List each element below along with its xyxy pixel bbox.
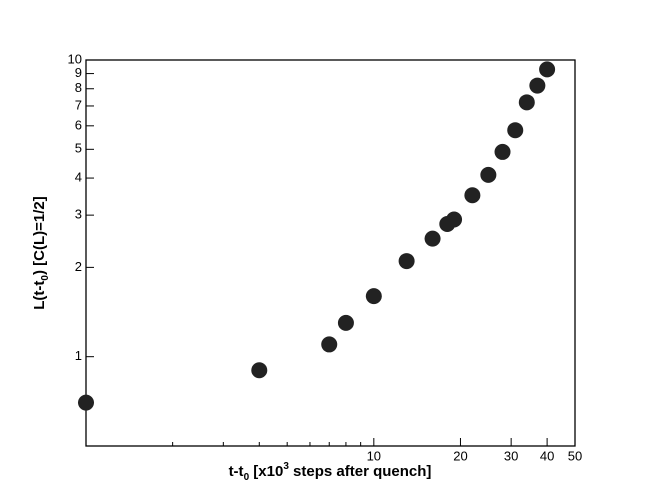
y-tick-label: 4 (75, 170, 82, 185)
y-tick-label: 9 (75, 65, 82, 80)
label-part: L(t-t (31, 281, 48, 310)
y-tick-label: 1 (75, 348, 82, 363)
y-tick-label: 2 (75, 259, 82, 274)
point (494, 143, 511, 160)
label-part: t-t (229, 463, 244, 480)
point (251, 362, 268, 379)
y-tick-label: 6 (75, 117, 82, 132)
y-tick-label: 5 (75, 141, 82, 156)
x-tick-label: 30 (504, 448, 518, 463)
point (529, 77, 546, 94)
point (78, 394, 94, 411)
x-tick-label: 10 (367, 448, 381, 463)
y-tick-label: 8 (75, 80, 82, 95)
label-part: ) [C(L)=1/2] (31, 196, 48, 275)
y-tick-label: 7 (75, 97, 82, 112)
point (539, 61, 556, 78)
label-part: steps after quench] (289, 463, 432, 480)
point (365, 288, 382, 305)
point (446, 211, 463, 228)
x-axis-label: t-t0 [x103 steps after quench] (229, 461, 432, 483)
point (424, 230, 441, 247)
point (398, 253, 415, 270)
y-tick-label: 3 (75, 207, 82, 222)
point (464, 187, 481, 204)
label-part: 3 (283, 461, 289, 472)
point (321, 336, 338, 353)
x-tick-label: 40 (540, 448, 554, 463)
y-tick-label: 10 (68, 51, 82, 66)
plot-frame (85, 59, 576, 447)
point (480, 166, 497, 183)
label-part: [x10 (249, 463, 283, 480)
point (518, 94, 535, 111)
y-axis-label: L(t-t0) [C(L)=1/2] (31, 196, 51, 309)
point (337, 314, 354, 331)
x-tick-label: 50 (568, 448, 582, 463)
label-part: 0 (40, 275, 51, 281)
point (507, 122, 524, 139)
x-tick-label: 20 (453, 448, 467, 463)
label-part: 0 (244, 472, 250, 483)
